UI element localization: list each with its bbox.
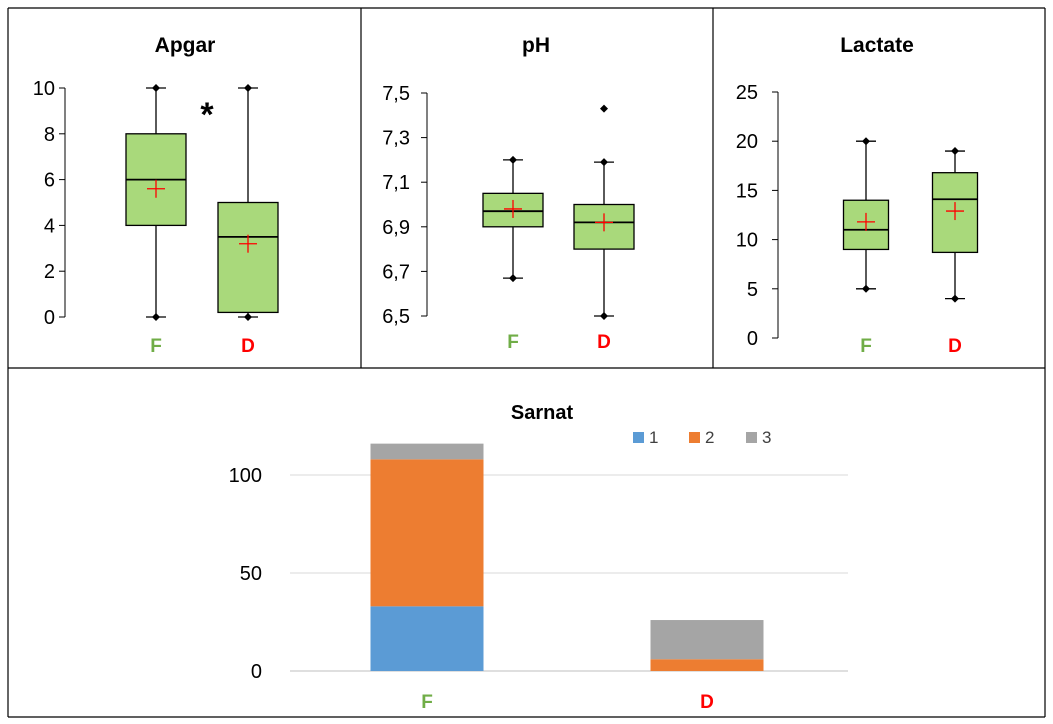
y-tick-label: 6,9	[382, 217, 410, 239]
min-point	[951, 294, 959, 303]
bar-segment-series-3	[370, 443, 484, 460]
max-point	[951, 147, 959, 156]
legend-swatch	[689, 432, 700, 443]
category-label: F	[421, 692, 433, 713]
y-tick-label: 0	[251, 661, 262, 683]
bar-segment-series-2	[650, 659, 764, 671]
min-point	[600, 312, 608, 320]
y-tick-label: 2	[44, 261, 55, 283]
y-tick-label: 7,3	[382, 128, 410, 150]
sarnat-panel: Sarnat 0 50 100 F D 1 2 3	[229, 402, 848, 713]
min-point	[152, 313, 160, 321]
y-tick-label: 10	[736, 230, 758, 252]
y-tick-label: 7,1	[382, 172, 410, 194]
legend-label: 2	[705, 428, 714, 447]
y-tick-label: 7,5	[382, 83, 410, 105]
y-tick-label: 10	[33, 78, 55, 100]
max-point	[244, 84, 252, 92]
apgar-panel: Apgar 0 2 4 6 8 10 F D *	[33, 34, 279, 357]
max-point	[152, 84, 160, 92]
chart-title: Lactate	[840, 34, 914, 57]
max-point	[509, 155, 517, 164]
legend-swatch	[746, 432, 757, 443]
iqr-box	[217, 201, 279, 314]
significance-marker: *	[200, 96, 214, 134]
chart-title: pH	[522, 34, 550, 57]
category-label: F	[150, 336, 162, 357]
category-label: D	[241, 336, 255, 357]
y-tick-label: 0	[747, 328, 758, 350]
y-tick-label: 6,7	[382, 261, 410, 283]
ph-panel: pH 6,5 6,7 6,9 7,1 7,3 7,5 F D	[382, 34, 635, 353]
y-tick-label: 6	[44, 170, 55, 192]
y-tick-label: 50	[240, 563, 262, 585]
min-point	[244, 313, 252, 321]
y-tick-label: 4	[44, 215, 55, 237]
lactate-panel: Lactate 0 5 10 15 20 25 F D	[736, 34, 979, 357]
max-point	[600, 158, 608, 167]
figure-frame	[7, 7, 1046, 718]
legend-swatch	[633, 432, 644, 443]
min-point	[862, 284, 870, 293]
bar-segment-series-3	[650, 620, 764, 660]
y-tick-label: 25	[736, 82, 758, 104]
outlier-point	[600, 104, 608, 113]
category-label: F	[507, 332, 519, 353]
bar-segment-series-2	[370, 459, 484, 607]
category-label: D	[597, 332, 611, 353]
bar-segment-series-1	[370, 606, 484, 671]
category-label: D	[948, 336, 962, 357]
y-tick-label: 0	[44, 307, 55, 329]
y-tick-label: 8	[44, 124, 55, 146]
y-tick-label: 6,5	[382, 306, 410, 328]
min-point	[509, 274, 517, 283]
y-tick-label: 100	[229, 465, 262, 487]
legend-label: 3	[762, 428, 771, 447]
y-tick-label: 5	[747, 279, 758, 301]
legend-label: 1	[649, 428, 658, 447]
y-tick-label: 15	[736, 180, 758, 202]
chart-title: Apgar	[155, 34, 216, 57]
category-label: F	[860, 336, 872, 357]
category-label: D	[700, 692, 714, 713]
max-point	[862, 137, 870, 146]
y-tick-label: 20	[736, 131, 758, 153]
chart-title: Sarnat	[511, 402, 574, 424]
